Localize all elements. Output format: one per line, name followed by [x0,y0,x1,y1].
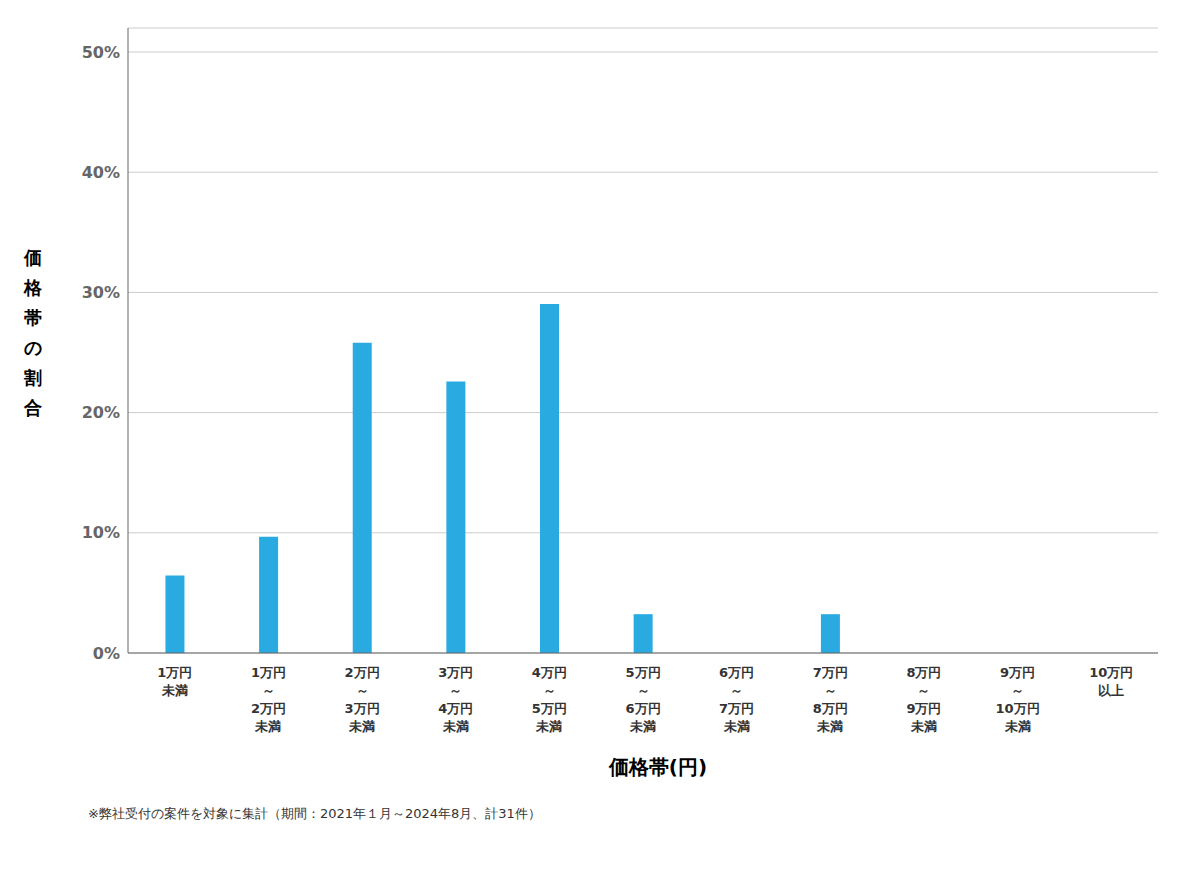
svg-text:4万円～5万円未満: 4万円～5万円未満 [532,665,567,734]
html-text:の: の [24,337,42,358]
svg-text:5万円～6万円未満: 5万円～6万円未満 [625,665,660,734]
svg-text:30%: 30% [82,283,120,302]
svg-text:6万円～7万円未満: 6万円～7万円未満 [719,665,754,734]
svg-text:50%: 50% [82,43,120,62]
html-text:帯: 帯 [24,307,42,328]
svg-text:20%: 20% [82,403,120,422]
html-text:割: 割 [24,367,42,388]
svg-text:1万円～2万円未満: 1万円～2万円未満 [251,665,286,734]
svg-text:0%: 0% [93,644,120,663]
html-text:価格帯(円): 価格帯(円) [608,755,708,779]
svg-text:1万円未満: 1万円未満 [157,665,192,698]
html-text:※弊社受付の案件を対象に集計（期間：2021年１月～2024: ※弊社受付の案件を対象に集計（期間：2021年１月～2024年8月、計31件） [88,806,541,821]
svg-text:3万円～4万円未満: 3万円～4万円未満 [438,665,473,734]
svg-text:10%: 10% [82,523,120,542]
svg-text:10万円以上: 10万円以上 [1089,665,1133,698]
svg-text:40%: 40% [82,163,120,182]
svg-text:2万円～3万円未満: 2万円～3万円未満 [345,665,380,734]
html-text:格: 格 [24,277,42,298]
html-text:価: 価 [24,247,42,268]
html-text:合: 合 [24,397,42,418]
svg-text:9万円～10万円未満: 9万円～10万円未満 [995,665,1039,734]
svg-text:8万円～9万円未満: 8万円～9万円未満 [906,665,941,734]
svg-text:7万円～8万円未満: 7万円～8万円未満 [813,665,848,734]
